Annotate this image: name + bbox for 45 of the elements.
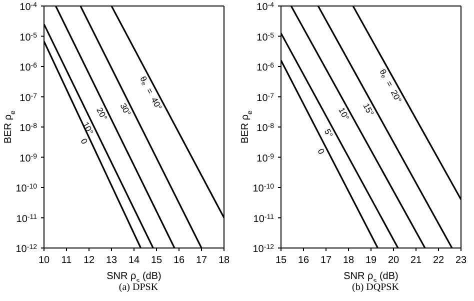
y-tick-label: 10$^{-6}$ bbox=[256, 62, 274, 74]
annotation: 20° bbox=[94, 106, 110, 122]
y-tick-label: 10$^{-4}$ bbox=[256, 2, 274, 13]
y-tick-label: 10$^{-11}$ bbox=[253, 213, 274, 225]
y-tick-label: 10$^{-5}$ bbox=[256, 32, 274, 44]
x-tick-label: 13 bbox=[106, 255, 118, 266]
annotation: 30° bbox=[118, 101, 134, 118]
y-tick-label: 10$^{-9}$ bbox=[256, 152, 274, 164]
y-tick-label: 10$^{-10}$ bbox=[252, 183, 274, 194]
annotation: 10° bbox=[336, 106, 352, 122]
y-tick-label: 10$^{-7}$ bbox=[256, 92, 274, 104]
y-tick-label: 10$^{-12}$ bbox=[252, 244, 274, 255]
y-tick-label: 10$^{-4}$ bbox=[20, 2, 38, 13]
x-tick-label: 19 bbox=[365, 255, 377, 266]
x-tick-label: 20 bbox=[388, 255, 400, 266]
annotation: 5° bbox=[322, 127, 336, 140]
x-tick-label: 23 bbox=[455, 255, 467, 266]
x-tick-label: 21 bbox=[410, 255, 422, 266]
y-tick-label: 10$^{-10}$ bbox=[16, 183, 38, 194]
y-tick-label: 10$^{-8}$ bbox=[256, 122, 274, 134]
y-tick-label: 10$^{-5}$ bbox=[20, 32, 38, 44]
x-tick-label: 22 bbox=[432, 255, 444, 266]
x-tick-label: 12 bbox=[83, 255, 95, 266]
y-tick-label: 10$^{-9}$ bbox=[20, 152, 38, 164]
y-tick-label: 10$^{-12}$ bbox=[16, 244, 38, 255]
x-tick-label: 16 bbox=[173, 255, 185, 266]
x-tick-label: 18 bbox=[342, 255, 354, 266]
y-tick-label: 10$^{-6}$ bbox=[20, 62, 38, 74]
annotation: 15° bbox=[361, 101, 376, 118]
x-tick-label: 14 bbox=[128, 255, 140, 266]
annotation: 0 bbox=[316, 146, 327, 156]
x-tick-label: 17 bbox=[320, 255, 332, 266]
annotation: 0 bbox=[78, 136, 90, 146]
x-tick-label: 15 bbox=[275, 255, 287, 266]
x-tick-label: 10 bbox=[38, 255, 50, 266]
y-tick-label: 10$^{-11}$ bbox=[16, 213, 38, 225]
x-tick-label: 11 bbox=[61, 255, 72, 266]
x-tick-label: 15 bbox=[150, 255, 162, 266]
text: (b) DQPSK bbox=[351, 282, 400, 293]
y-tick-label: 10$^{-8}$ bbox=[20, 122, 38, 134]
x-tick-label: 17 bbox=[196, 255, 208, 266]
x-tick-label: 18 bbox=[218, 255, 230, 266]
x-tick-label: 16 bbox=[298, 255, 310, 266]
y-tick-label: 10$^{-7}$ bbox=[20, 92, 38, 104]
text: (a) DPSK bbox=[118, 282, 160, 293]
